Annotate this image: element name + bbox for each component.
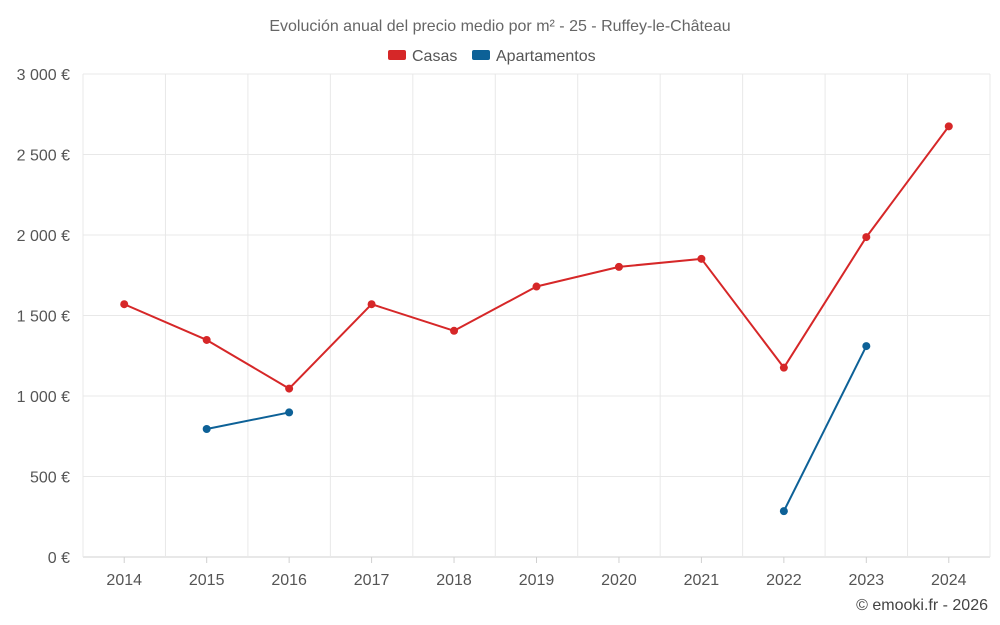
legend-item-apartamentos[interactable]: Apartamentos <box>472 48 596 65</box>
legend: Casas Apartamentos <box>388 48 596 65</box>
data-point-casas-2024[interactable] <box>944 122 953 131</box>
x-tick-label: 2017 <box>354 572 390 589</box>
x-axis: 2014 2015 2016 2017 2018 2019 2020 2021 2022 2023… <box>106 557 967 589</box>
data-point-casas-2016[interactable] <box>285 384 294 393</box>
data-point-casas-2020[interactable] <box>614 262 623 271</box>
x-tick-label: 2015 <box>189 572 225 589</box>
y-tick-label: 3 000 € <box>17 67 70 84</box>
data-point-casas-2023[interactable] <box>862 233 871 242</box>
legend-swatch-apartamentos <box>472 50 490 60</box>
x-tick-label: 2021 <box>684 572 720 589</box>
legend-label-casas: Casas <box>412 48 457 65</box>
data-point-apartamentos-2016[interactable] <box>285 408 294 417</box>
data-point-casas-2018[interactable] <box>450 326 459 335</box>
data-point-casas-2017[interactable] <box>367 300 376 309</box>
data-point-casas-2021[interactable] <box>697 254 706 263</box>
series-line-apartamentos <box>206 411 290 430</box>
x-tick-label: 2023 <box>849 572 885 589</box>
x-tick-label: 2024 <box>931 572 967 589</box>
legend-label-apartamentos: Apartamentos <box>496 48 596 65</box>
data-point-apartamentos-2023[interactable] <box>862 342 871 351</box>
series-apartamentos <box>202 342 871 516</box>
y-tick-label: 0 € <box>48 550 70 567</box>
series <box>120 122 953 516</box>
data-point-casas-2019[interactable] <box>532 282 541 291</box>
data-point-apartamentos-2022[interactable] <box>779 507 788 516</box>
x-tick-label: 2018 <box>436 572 472 589</box>
y-tick-label: 1 000 € <box>17 389 70 406</box>
y-tick-label: 2 500 € <box>17 148 70 165</box>
legend-swatch-casas <box>388 50 406 60</box>
series-line-apartamentos <box>782 345 868 512</box>
x-tick-label: 2019 <box>519 572 555 589</box>
x-tick-label: 2014 <box>106 572 142 589</box>
data-point-apartamentos-2015[interactable] <box>202 425 211 434</box>
data-point-casas-2022[interactable] <box>779 363 788 372</box>
series-casas <box>120 122 953 393</box>
x-tick-label: 2016 <box>271 572 307 589</box>
data-point-casas-2015[interactable] <box>202 335 211 344</box>
credit-text: © emooki.fr - 2026 <box>856 597 988 614</box>
chart-title: Evolución anual del precio medio por m² … <box>269 18 730 35</box>
legend-item-casas[interactable]: Casas <box>388 48 457 65</box>
y-tick-label: 500 € <box>30 470 70 487</box>
x-tick-label: 2020 <box>601 572 637 589</box>
y-tick-label: 1 500 € <box>17 309 70 326</box>
y-tick-label: 2 000 € <box>17 228 70 245</box>
data-point-casas-2014[interactable] <box>120 300 129 309</box>
x-tick-label: 2022 <box>766 572 802 589</box>
grid <box>82 73 991 558</box>
y-axis: 0 € 500 € 1 000 € 1 500 € 2 000 € 2 500 € 3 00… <box>17 67 70 567</box>
